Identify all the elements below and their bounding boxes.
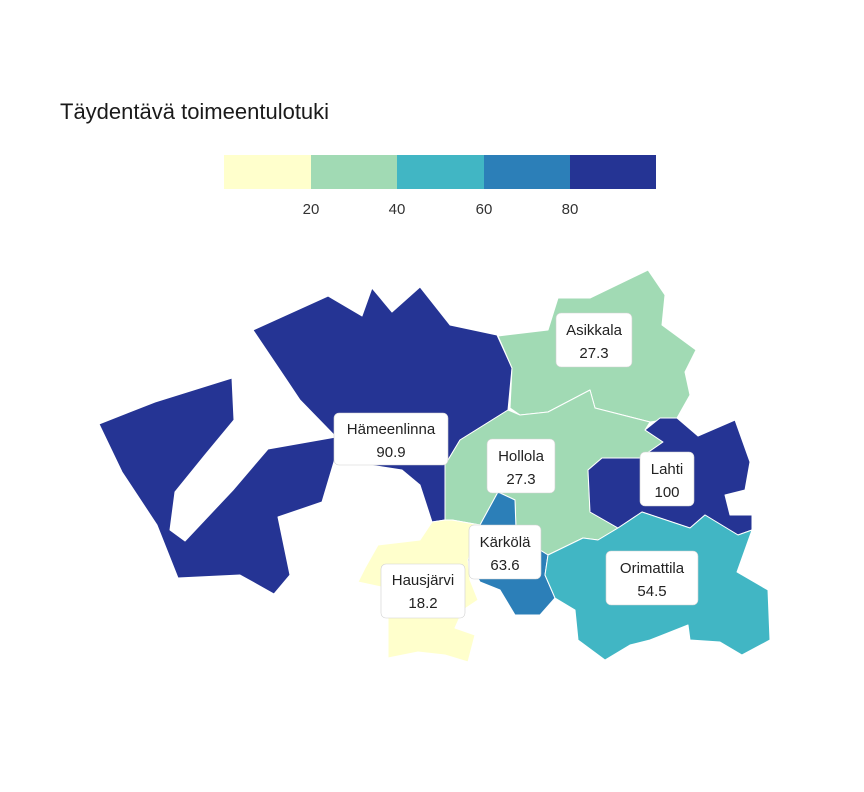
label-value-asikkala: 27.3 <box>579 345 608 362</box>
region-hameenlinna[interactable] <box>98 286 513 595</box>
legend-tick-40: 40 <box>389 201 406 218</box>
label-box-hausjarvi <box>380 563 466 619</box>
region-labels: Hämeenlinna 90.9 Asikkala 27.3 Hollola 2… <box>333 312 699 619</box>
legend-tick-60: 60 <box>476 201 493 218</box>
legend: 20 40 60 80 <box>224 155 656 218</box>
label-box-hameenlinna <box>333 412 449 466</box>
label-asikkala: Asikkala 27.3 <box>555 312 633 368</box>
label-orimattila: Orimattila 54.5 <box>605 550 699 606</box>
label-karkola: Kärkölä 63.6 <box>468 524 542 580</box>
legend-swatch-4 <box>570 155 656 189</box>
label-value-hollola: 27.3 <box>506 471 535 488</box>
legend-swatch-3 <box>484 155 570 189</box>
label-name-asikkala: Asikkala <box>566 322 623 339</box>
label-value-lahti: 100 <box>654 484 679 501</box>
label-name-hameenlinna: Hämeenlinna <box>347 421 436 438</box>
label-name-hausjarvi: Hausjärvi <box>392 572 455 589</box>
label-value-hameenlinna: 90.9 <box>376 444 405 461</box>
legend-tick-20: 20 <box>303 201 320 218</box>
legend-swatch-0 <box>224 155 311 189</box>
label-box-karkola <box>468 524 542 580</box>
label-hausjarvi: Hausjärvi 18.2 <box>380 563 466 619</box>
label-hollola: Hollola 27.3 <box>486 438 556 494</box>
label-name-hollola: Hollola <box>498 448 545 465</box>
legend-swatch-1 <box>311 155 397 189</box>
label-name-lahti: Lahti <box>651 461 684 478</box>
label-box-orimattila <box>605 550 699 606</box>
label-value-karkola: 63.6 <box>490 557 519 574</box>
label-value-hausjarvi: 18.2 <box>408 595 437 612</box>
label-value-orimattila: 54.5 <box>637 583 666 600</box>
label-hameenlinna: Hämeenlinna 90.9 <box>333 412 449 466</box>
label-name-karkola: Kärkölä <box>480 534 532 551</box>
label-box-hollola <box>486 438 556 494</box>
legend-swatch-2 <box>397 155 484 189</box>
label-box-asikkala <box>555 312 633 368</box>
label-box-lahti <box>639 451 695 507</box>
map-title: Täydentävä toimeentulotuki <box>60 99 330 124</box>
label-lahti: Lahti 100 <box>639 451 695 507</box>
legend-tick-80: 80 <box>562 201 579 218</box>
label-name-orimattila: Orimattila <box>620 560 685 577</box>
